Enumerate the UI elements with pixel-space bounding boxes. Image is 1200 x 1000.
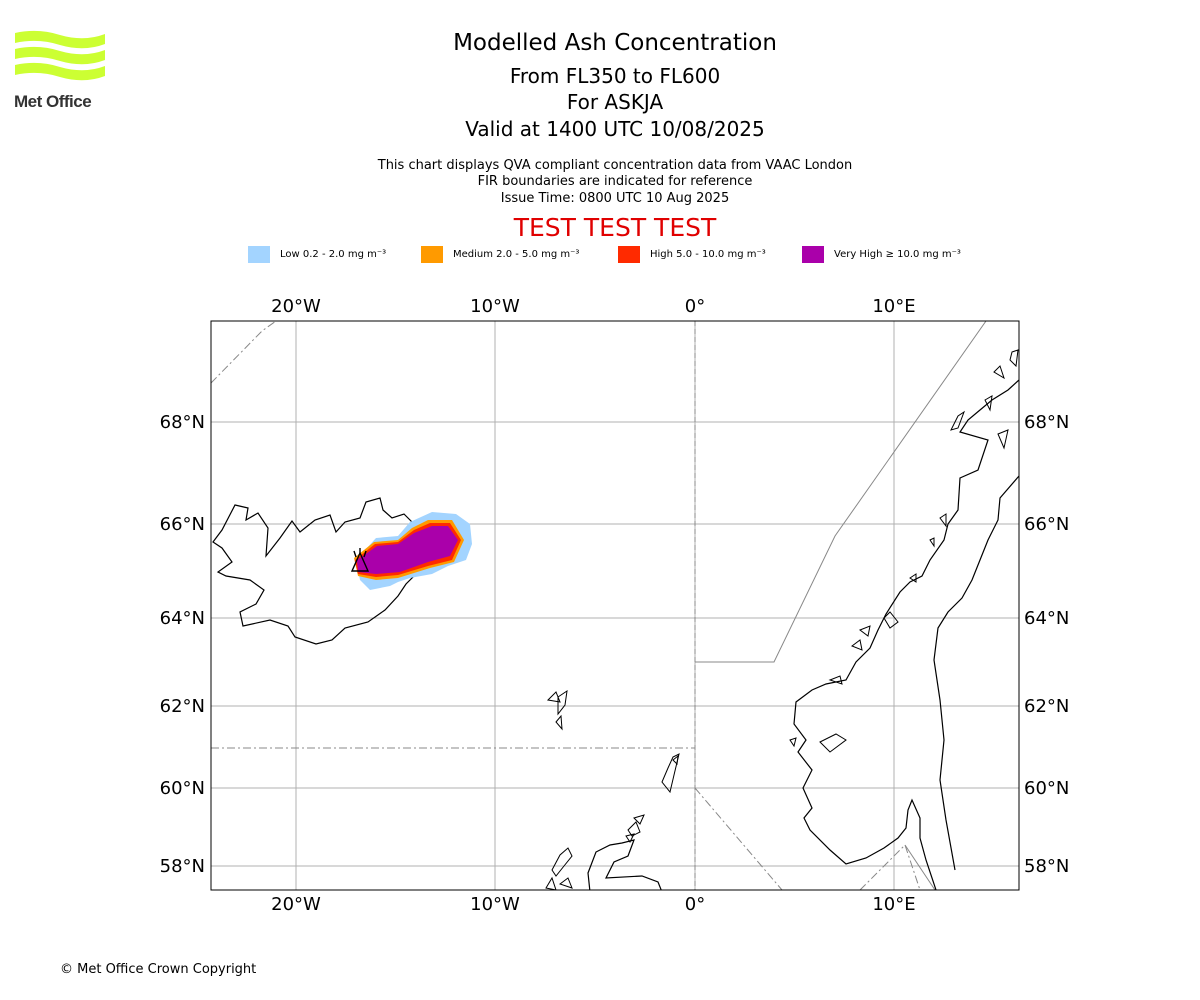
met-office-logo-text: Met Office [14,92,92,111]
lat-tick-left: 58°N [160,856,205,877]
legend-item-very-high: Very High ≥ 10.0 mg m⁻³ [802,244,961,264]
test-banner: TEST TEST TEST [513,213,717,242]
map-frame [210,320,1020,891]
valid-time-subtitle: Valid at 1400 UTC 10/08/2025 [465,117,765,141]
norway-inland-coast [933,475,1019,871]
lon-tick-top: 20°W [271,296,321,317]
lat-tick-right: 60°N [1024,778,1069,799]
legend-label: High 5.0 - 10.0 mg m⁻³ [650,248,766,260]
ash-cloud [354,512,472,590]
lon-tick-bottom: 0° [685,894,705,915]
legend-swatch [618,245,640,263]
faroe-islands [546,689,568,731]
graticule [211,321,1019,890]
hebrides [545,847,573,890]
lat-tick-left: 62°N [160,696,205,717]
lat-tick-right: 58°N [1024,856,1069,877]
legend-swatch [248,245,270,263]
legend-label: Medium 2.0 - 5.0 mg m⁻³ [453,248,580,260]
lat-tick-left: 66°N [160,514,205,535]
volcano-marker-icon [350,548,370,572]
legend-swatch [802,245,824,263]
met-office-waves-icon [15,30,105,81]
lon-tick-bottom: 10°E [872,894,915,915]
lat-tick-right: 62°N [1024,696,1069,717]
shetland [661,753,680,794]
orkney [625,814,645,843]
legend-item-low: Low 0.2 - 2.0 mg m⁻³ [248,244,386,264]
lat-tick-left: 60°N [160,778,205,799]
lon-tick-bottom: 10°W [470,894,520,915]
description-line: FIR boundaries are indicated for referen… [477,174,753,189]
lon-tick-top: 10°W [470,296,520,317]
issue-time: Issue Time: 0800 UTC 10 Aug 2025 [500,191,730,206]
fir-boundaries [211,321,987,890]
norway-islands [789,349,1019,753]
met-office-logo: Met Office [14,30,106,112]
lon-tick-top: 0° [685,296,705,317]
copyright-notice: © Met Office Crown Copyright [60,962,257,977]
lon-tick-top: 10°E [872,296,915,317]
lat-tick-right: 64°N [1024,608,1069,629]
legend-item-medium: Medium 2.0 - 5.0 mg m⁻³ [421,244,579,264]
lat-tick-right: 66°N [1024,514,1069,535]
lat-tick-right: 68°N [1024,412,1069,433]
scotland-coastline [587,839,662,890]
norway-coastline [793,379,1019,890]
legend-label: Very High ≥ 10.0 mg m⁻³ [834,248,961,260]
volcano-subtitle: For ASKJA [566,90,664,114]
legend-item-high: High 5.0 - 10.0 mg m⁻³ [618,244,766,264]
lat-tick-left: 64°N [160,608,205,629]
legend-label: Low 0.2 - 2.0 mg m⁻³ [280,248,387,260]
lon-tick-bottom: 20°W [271,894,321,915]
description-line: This chart displays QVA compliant concen… [377,158,853,173]
lat-tick-left: 68°N [160,412,205,433]
ash-very-high [357,526,458,574]
chart-title: Modelled Ash Concentration [453,30,777,56]
flight-level-subtitle: From FL350 to FL600 [509,64,721,88]
legend-swatch [421,245,443,263]
